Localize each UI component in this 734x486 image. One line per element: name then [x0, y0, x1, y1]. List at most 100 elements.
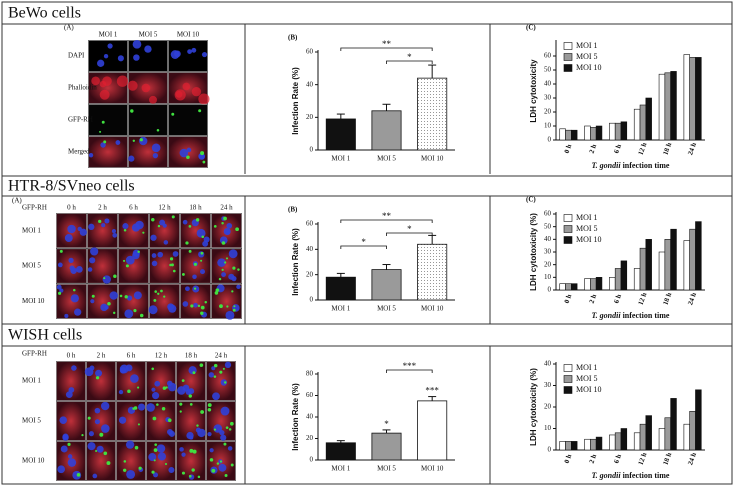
nucleus	[88, 223, 95, 230]
bar	[571, 283, 578, 291]
nucleus	[207, 432, 212, 437]
panel-label: (C)	[526, 24, 536, 32]
actin	[102, 76, 112, 86]
nucleus	[157, 452, 166, 461]
bar	[584, 278, 591, 291]
x-tick-label: 2 h	[588, 453, 599, 464]
parasite	[153, 448, 158, 452]
nucleus	[107, 43, 113, 49]
section-title: WISH cells	[8, 327, 82, 344]
nucleus	[151, 253, 157, 258]
y-tick-label: 10	[544, 424, 552, 432]
parasite	[223, 442, 227, 446]
nucleus	[223, 227, 231, 235]
nucleus	[97, 59, 105, 67]
parasite	[191, 468, 195, 472]
parasite	[207, 408, 212, 412]
parasite	[200, 251, 204, 255]
image-frame	[56, 361, 236, 481]
nucleus	[168, 466, 175, 473]
parasite	[91, 294, 95, 298]
y-tick-label: 0	[548, 286, 552, 294]
parasite	[124, 295, 128, 299]
nucleus	[126, 295, 133, 301]
parasite	[235, 227, 239, 232]
nucleus	[64, 313, 69, 318]
parasite	[123, 460, 127, 463]
actin	[116, 75, 129, 87]
legend-label: MOI 10	[576, 63, 602, 72]
nucleus	[227, 446, 233, 451]
y-tick-label: 40	[544, 80, 552, 88]
nucleus	[146, 403, 155, 412]
bar	[609, 122, 616, 141]
image-column-label: 6 h	[127, 352, 136, 360]
nucleus	[122, 223, 129, 230]
nucleus	[185, 388, 192, 396]
parasite	[169, 257, 174, 261]
image-column-label: MOI 1	[99, 31, 118, 39]
nucleus	[94, 419, 100, 425]
parasite	[98, 219, 102, 224]
parasite	[133, 406, 138, 410]
bar	[658, 428, 666, 451]
y-tick-label: 20	[306, 270, 314, 278]
parasite	[219, 304, 223, 309]
parasite	[224, 261, 227, 264]
x-tick-label: 12 h	[637, 291, 649, 306]
bar	[595, 436, 603, 451]
bar	[683, 240, 690, 291]
bar	[620, 121, 628, 141]
y-tick-label: 60	[306, 48, 314, 56]
image-row-label: Merged	[68, 148, 90, 156]
x-tick-label: 18 h	[661, 141, 673, 156]
parasite	[200, 151, 205, 156]
y-tick-label: 20	[306, 434, 314, 442]
y-tick-label: 40	[544, 235, 552, 243]
nucleus	[203, 236, 210, 243]
image-column-label: 0 h	[67, 204, 76, 212]
nucleus	[174, 50, 181, 58]
nucleus	[213, 424, 223, 433]
x-tick-label: 12 h	[637, 141, 649, 156]
y-tick-label: 20	[544, 403, 552, 411]
nucleus	[139, 136, 148, 146]
parasite	[219, 460, 223, 463]
nucleus	[152, 152, 159, 159]
bar	[417, 400, 448, 461]
legend-label: MOI 10	[576, 385, 602, 394]
nucleus	[221, 272, 227, 277]
parasite	[76, 473, 81, 477]
nucleus	[220, 434, 227, 441]
parasite	[139, 138, 143, 142]
parasite	[112, 311, 116, 315]
parasite	[160, 289, 163, 293]
nucleus	[125, 364, 133, 372]
parasite	[207, 403, 212, 407]
nucleus	[157, 251, 164, 258]
significance-label: **	[382, 211, 392, 221]
parasite	[169, 263, 172, 267]
nucleus	[193, 302, 198, 308]
parasite	[237, 268, 240, 271]
bar	[417, 77, 448, 151]
bar	[565, 441, 572, 451]
nucleus	[172, 251, 179, 257]
nucleus	[68, 387, 75, 393]
bar	[689, 57, 696, 141]
nucleus	[236, 284, 241, 290]
nucleus	[195, 427, 201, 433]
x-tick-label: MOI 1	[331, 465, 350, 473]
image-column-label: 2 h	[98, 204, 107, 212]
parasite	[221, 222, 224, 225]
x-tick-label: 0 h	[563, 143, 574, 154]
panel-label: (B)	[288, 206, 298, 214]
y-tick-label: 30	[544, 94, 552, 102]
parasite	[161, 406, 166, 411]
parasite	[139, 313, 144, 318]
bar	[689, 410, 696, 451]
nucleus	[151, 260, 158, 267]
image-row-label: Phalloidin	[68, 84, 97, 92]
parasite	[213, 428, 217, 431]
